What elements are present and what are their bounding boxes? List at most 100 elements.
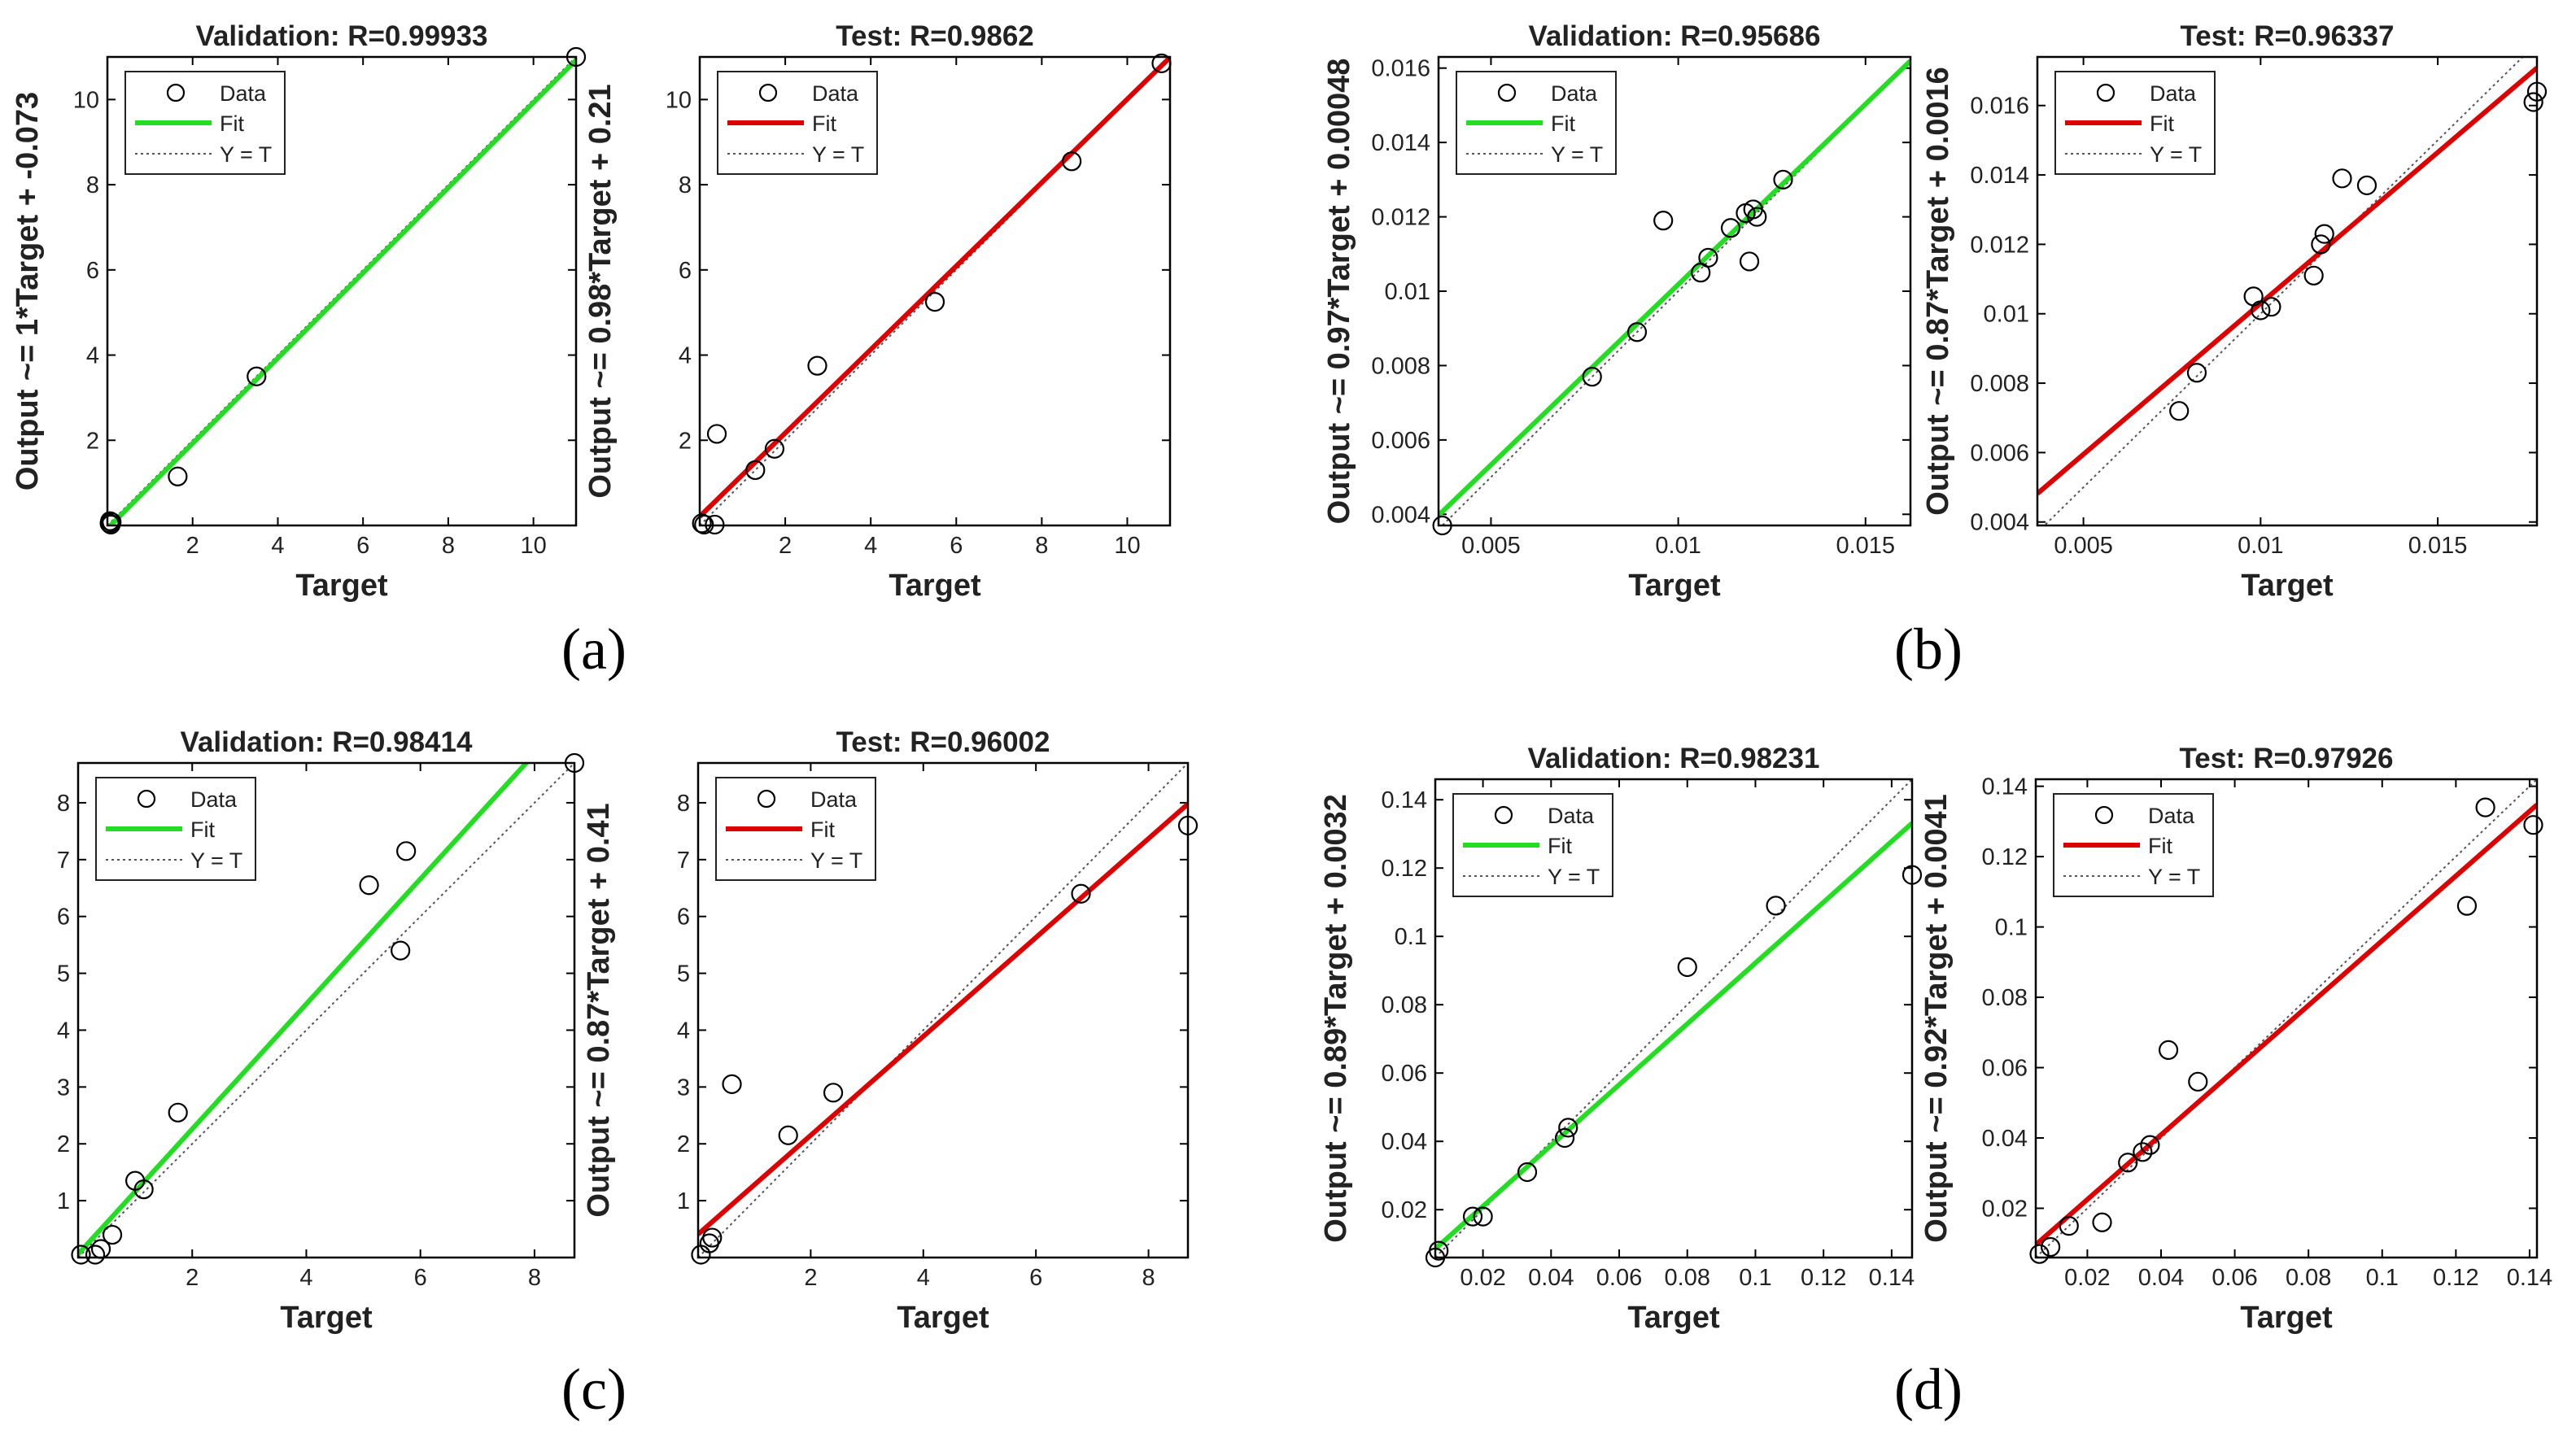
data-point [1773, 169, 1793, 190]
y-tick-label: 4 [57, 1018, 70, 1044]
identity-line [2036, 779, 2537, 1258]
identity-line [1435, 779, 1912, 1258]
x-axis-label: Target [295, 569, 388, 603]
legend-data-marker [2094, 805, 2114, 825]
data-point [2140, 1135, 2160, 1155]
data-point [2332, 168, 2352, 189]
y-tick-label: 1 [57, 1188, 70, 1214]
x-tick-label: 2 [804, 1265, 817, 1291]
data-point [396, 841, 417, 861]
legend-entry: Data [1548, 804, 1595, 828]
legend: Data Fit Y = T [2054, 71, 2216, 175]
axes-frame [106, 55, 578, 527]
legend: Data Fit Y = T [95, 777, 256, 881]
y-tick-label: 4 [86, 343, 99, 369]
y-tick-label: 0.14 [1982, 774, 2028, 800]
plot-lines [2036, 779, 2537, 1258]
y-tick-label: 0.012 [1970, 232, 2029, 258]
legend-entry: Y = T [190, 848, 242, 873]
identity-line [698, 763, 1188, 1258]
legend-entry: Fit [2150, 111, 2174, 136]
y-tick-label: 0.02 [1382, 1197, 1427, 1223]
y-tick-label: 0.01 [1385, 279, 1430, 305]
data-point [702, 1227, 723, 1248]
axes-frame [2034, 778, 2539, 1259]
legend-entry: Fit [2148, 834, 2172, 858]
y-tick-label: 0.08 [1982, 985, 2028, 1011]
data-point [71, 1245, 91, 1265]
x-axis-label: Target [280, 1301, 373, 1335]
data-point [102, 1224, 123, 1245]
legend-entry: Fit [810, 817, 835, 842]
y-tick-label: 0.04 [1382, 1129, 1427, 1155]
axes-frame [1437, 55, 1912, 527]
plot-lines [78, 763, 574, 1258]
y-tick-label: 8 [679, 172, 692, 198]
y-axis-label: Output ~= 0.87*Target + 0.41 [582, 803, 616, 1217]
chart-title: Validation: R=0.99933 [196, 20, 488, 52]
x-tick-label: 0.04 [2138, 1265, 2184, 1291]
data-point [1720, 218, 1741, 238]
plot-lines [107, 57, 576, 525]
legend-entry: Fit [190, 817, 215, 842]
y-axis-label: Output ~= 0.87*Target + 0.0016 [1921, 67, 1955, 516]
y-axis-label: Output ~= 0.98*Target + 0.21 [583, 84, 618, 498]
y-tick-label: 8 [57, 791, 70, 817]
legend-data-marker [137, 789, 156, 809]
panel-label: (d) [1894, 1357, 1963, 1422]
y-tick-label: 10 [666, 87, 692, 113]
x-tick-label: 4 [917, 1265, 930, 1291]
chart-title: Validation: R=0.98414 [181, 726, 473, 758]
data-point [2118, 1153, 2138, 1173]
legend-entry: Fit [220, 111, 244, 136]
data-point [168, 1102, 188, 1123]
y-tick-label: 0.12 [1382, 856, 1427, 882]
x-tick-label: 8 [528, 1265, 541, 1291]
legend-entry: Data [220, 81, 267, 106]
data-point [1558, 1118, 1578, 1138]
y-tick-label: 3 [677, 1075, 690, 1101]
axes-frame [2036, 55, 2539, 527]
data-point [391, 940, 411, 961]
y-tick-label: 6 [86, 258, 99, 284]
data-point [2523, 815, 2543, 835]
x-tick-label: 0.005 [2054, 533, 2113, 559]
chart-panel-1: 2 4 6 8 10 2 4 6 8 10 Validation: R=0.99933 Target O… [11, 20, 587, 603]
y-tick-label: 10 [73, 87, 99, 113]
fit-line [2037, 66, 2537, 496]
data-point [2092, 1212, 2112, 1232]
y-tick-label: 0.1 [1395, 924, 1427, 950]
legend: Data Fit Y = T [717, 71, 878, 175]
data-point [1554, 1127, 1575, 1149]
chart-panel-8: 0.02 0.04 0.06 0.08 0.1 0.12 0.14 0.02 0.04 0.06 0… [1919, 743, 2552, 1335]
chart-panel-2: 2 4 6 8 10 2 4 6 8 10 Test: R=0.9862 Target Output ~… [583, 20, 1172, 603]
data-point [1071, 883, 1091, 904]
y-tick-label: 3 [57, 1075, 70, 1101]
legend-data-marker [758, 83, 778, 102]
data-point [1677, 957, 1697, 978]
y-tick-label: 1 [677, 1188, 690, 1214]
chart-panel-4: 0.005 0.01 0.015 0.004 0.006 0.008 0.01 0.012 0.… [1921, 20, 2548, 603]
data-point [2029, 1244, 2050, 1264]
data-point [2311, 234, 2331, 255]
y-tick-label: 0.01 [1984, 302, 2029, 328]
legend: Data Fit Y = T [1452, 793, 1613, 897]
y-tick-label: 0.04 [1982, 1126, 2028, 1152]
y-tick-label: 0.016 [1371, 56, 1430, 82]
x-tick-label: 2 [779, 533, 792, 559]
data-point [2188, 1071, 2208, 1092]
data-point [1747, 207, 1767, 227]
x-tick-label: 6 [950, 533, 963, 559]
x-tick-label: 8 [1142, 1265, 1155, 1291]
legend-entry: Y = T [1551, 142, 1603, 167]
y-tick-label: 2 [679, 428, 692, 454]
legend-data-marker [1497, 83, 1517, 102]
x-tick-label: 6 [414, 1265, 427, 1291]
data-point [2059, 1215, 2079, 1236]
legend-entry: Data [2148, 804, 2195, 828]
y-tick-label: 0.004 [1371, 502, 1430, 528]
x-tick-label: 0.015 [2408, 533, 2468, 559]
data-point [2303, 265, 2324, 286]
x-tick-label: 0.04 [1528, 1265, 1574, 1291]
y-tick-label: 8 [677, 791, 690, 817]
